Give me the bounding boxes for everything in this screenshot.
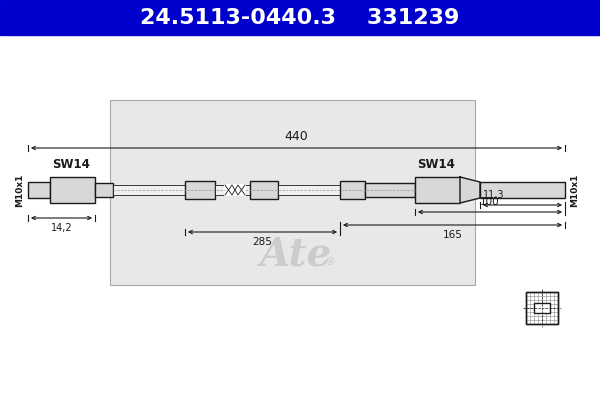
Polygon shape [460,177,480,203]
Text: ®: ® [325,257,335,267]
Bar [245,185,250,195]
Text: Ate: Ate [259,236,331,274]
Text: 14,2: 14,2 [50,223,73,233]
Text: 100: 100 [480,197,500,207]
Bar [534,303,550,313]
Text: 165: 165 [443,230,463,240]
Bar [28,182,50,198]
Bar [278,185,340,195]
Bar [526,292,558,324]
Bar [526,292,558,324]
Bar [95,183,113,197]
Bar [185,181,215,199]
Text: 11,3: 11,3 [483,190,505,200]
Text: 285: 285 [253,237,272,247]
Bar [365,183,415,197]
Text: SW14: SW14 [417,158,455,171]
Text: 440: 440 [284,130,308,143]
Text: M10x1: M10x1 [571,173,580,207]
Text: M10x1: M10x1 [16,173,25,207]
Bar [480,182,565,198]
Text: 24.5113-0440.3    331239: 24.5113-0440.3 331239 [140,8,460,28]
Bar [415,177,460,203]
Bar [110,100,475,285]
Bar [250,181,278,199]
Bar [215,185,225,195]
Bar [340,181,365,199]
Bar [224,184,246,196]
Bar [0,0,600,35]
Text: SW14: SW14 [52,158,90,171]
Bar [113,185,185,195]
Bar [50,177,95,203]
